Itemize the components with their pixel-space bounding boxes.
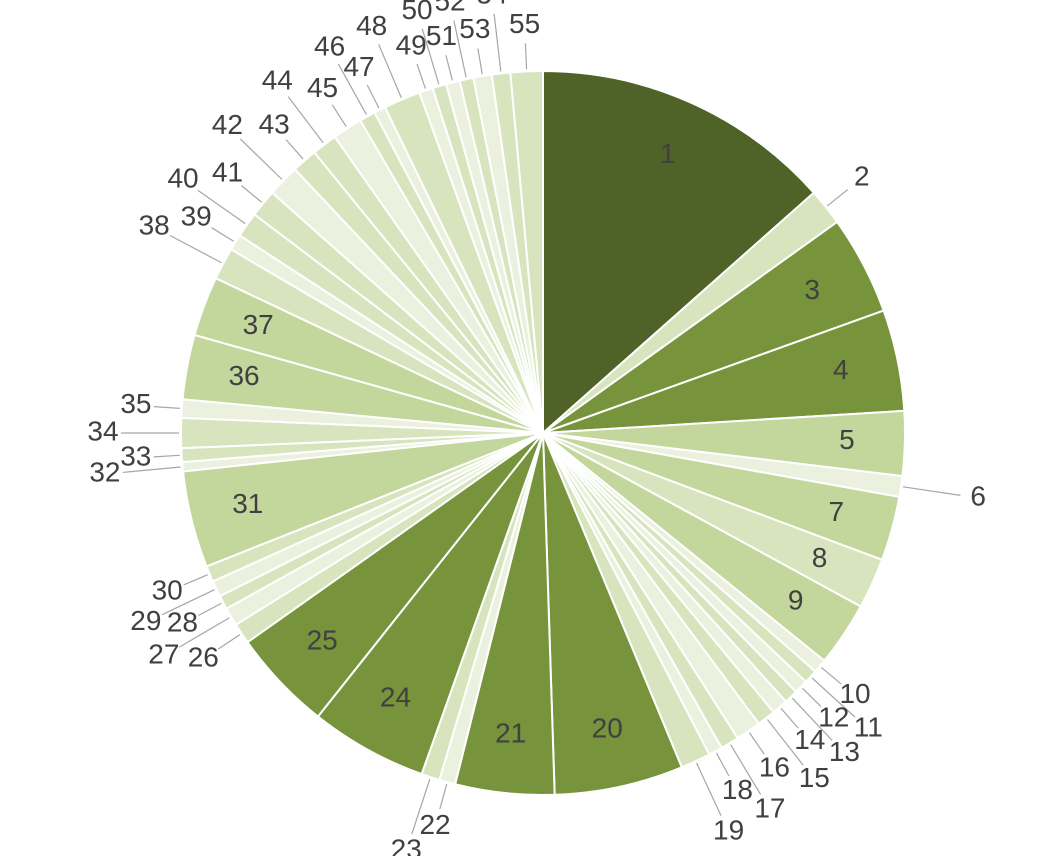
leader-line	[285, 139, 304, 160]
slice-label: 50	[401, 0, 432, 25]
leader-line	[791, 697, 833, 741]
leader-line	[122, 466, 181, 474]
leader-line	[827, 189, 849, 207]
slice-label: 34	[87, 415, 118, 446]
slice-label: 26	[188, 641, 219, 672]
slice-label: 5	[839, 424, 855, 455]
slice-label: 54	[476, 0, 507, 9]
leader-line	[421, 28, 440, 85]
slice-label: 10	[839, 678, 870, 709]
slice-label: 46	[314, 31, 345, 62]
slice-label: 31	[232, 488, 263, 519]
slice-label: 28	[167, 606, 198, 637]
leader-line	[766, 719, 804, 766]
leader-line	[153, 406, 180, 409]
slice-label: 3	[804, 274, 820, 305]
slice-label: 43	[259, 108, 290, 139]
leader-line	[197, 189, 246, 225]
leader-line	[416, 63, 426, 89]
slice-label: 22	[419, 809, 450, 840]
slice-label: 38	[139, 209, 170, 240]
slice-label: 23	[391, 834, 422, 856]
leader-line	[378, 44, 402, 98]
slice-label: 53	[459, 13, 490, 44]
leader-line	[445, 55, 453, 81]
leader-line	[715, 752, 730, 777]
slice-label: 6	[970, 480, 986, 511]
leader-line	[179, 617, 230, 648]
leader-line	[524, 43, 528, 70]
slice-label: 18	[722, 774, 753, 805]
slice-label: 27	[148, 639, 179, 670]
slice-label: 42	[212, 109, 243, 140]
slice-label: 20	[592, 713, 623, 744]
slice-label: 1	[660, 138, 676, 169]
slice-label: 35	[120, 388, 151, 419]
slice-label: 29	[130, 605, 161, 636]
slice-label: 45	[307, 72, 338, 103]
leader-line	[811, 677, 856, 718]
slice-label: 16	[759, 751, 790, 782]
slice-label: 9	[788, 585, 804, 616]
slice-label: 44	[262, 65, 293, 96]
leader-line	[287, 96, 324, 144]
slice-label: 13	[829, 736, 860, 767]
slice-label: 52	[434, 0, 465, 16]
leader-line	[198, 602, 222, 617]
slice-label: 19	[713, 814, 744, 845]
leader-line	[493, 13, 502, 72]
slice-label: 24	[380, 681, 411, 712]
slice-label: 15	[799, 762, 830, 793]
leader-line	[217, 634, 241, 650]
leader-line	[331, 104, 347, 128]
leader-line	[695, 762, 722, 816]
leader-line	[439, 783, 448, 810]
slice-label: 47	[343, 51, 374, 82]
slice-label: 48	[356, 10, 387, 41]
leader-line	[802, 687, 822, 707]
slice-label: 4	[833, 354, 849, 385]
slice-label: 51	[426, 20, 457, 51]
leader-line	[902, 486, 961, 496]
leader-line	[366, 84, 380, 109]
slice-label: 17	[754, 792, 785, 823]
slice-label: 33	[120, 440, 151, 471]
leader-line	[411, 778, 431, 835]
leader-line	[748, 732, 765, 755]
slice-label: 41	[212, 157, 243, 188]
leader-line	[241, 185, 262, 203]
leader-line	[239, 138, 283, 180]
pie-slice	[542, 432, 684, 796]
slice-label: 25	[307, 624, 338, 655]
slice-label: 14	[794, 724, 825, 755]
slice-label: 40	[167, 162, 198, 193]
leader-line	[161, 589, 215, 616]
leader-line	[211, 227, 234, 242]
pie-slice	[542, 69, 816, 436]
slice-label: 12	[818, 702, 849, 733]
slice-label: 7	[828, 496, 844, 527]
slice-label: 36	[228, 360, 259, 391]
leader-line	[477, 48, 483, 75]
leader-line	[730, 744, 762, 795]
slice-label: 37	[243, 309, 274, 340]
slice-label: 8	[812, 542, 828, 573]
leader-line	[169, 234, 222, 264]
leader-line	[453, 20, 467, 78]
leader-line	[337, 63, 367, 115]
slice-label: 49	[396, 29, 427, 60]
pie-slice	[509, 69, 544, 434]
leader-line	[183, 574, 208, 586]
slice-label: 2	[854, 161, 870, 192]
slice-label: 55	[509, 8, 540, 39]
slice-label: 21	[495, 718, 526, 749]
leader-line	[780, 707, 799, 729]
slice-label: 39	[181, 200, 212, 231]
slice-label: 30	[152, 574, 183, 605]
leader-line	[821, 667, 842, 685]
slice-label: 32	[89, 456, 120, 487]
leader-line	[153, 454, 180, 458]
slice-label: 11	[854, 712, 883, 743]
